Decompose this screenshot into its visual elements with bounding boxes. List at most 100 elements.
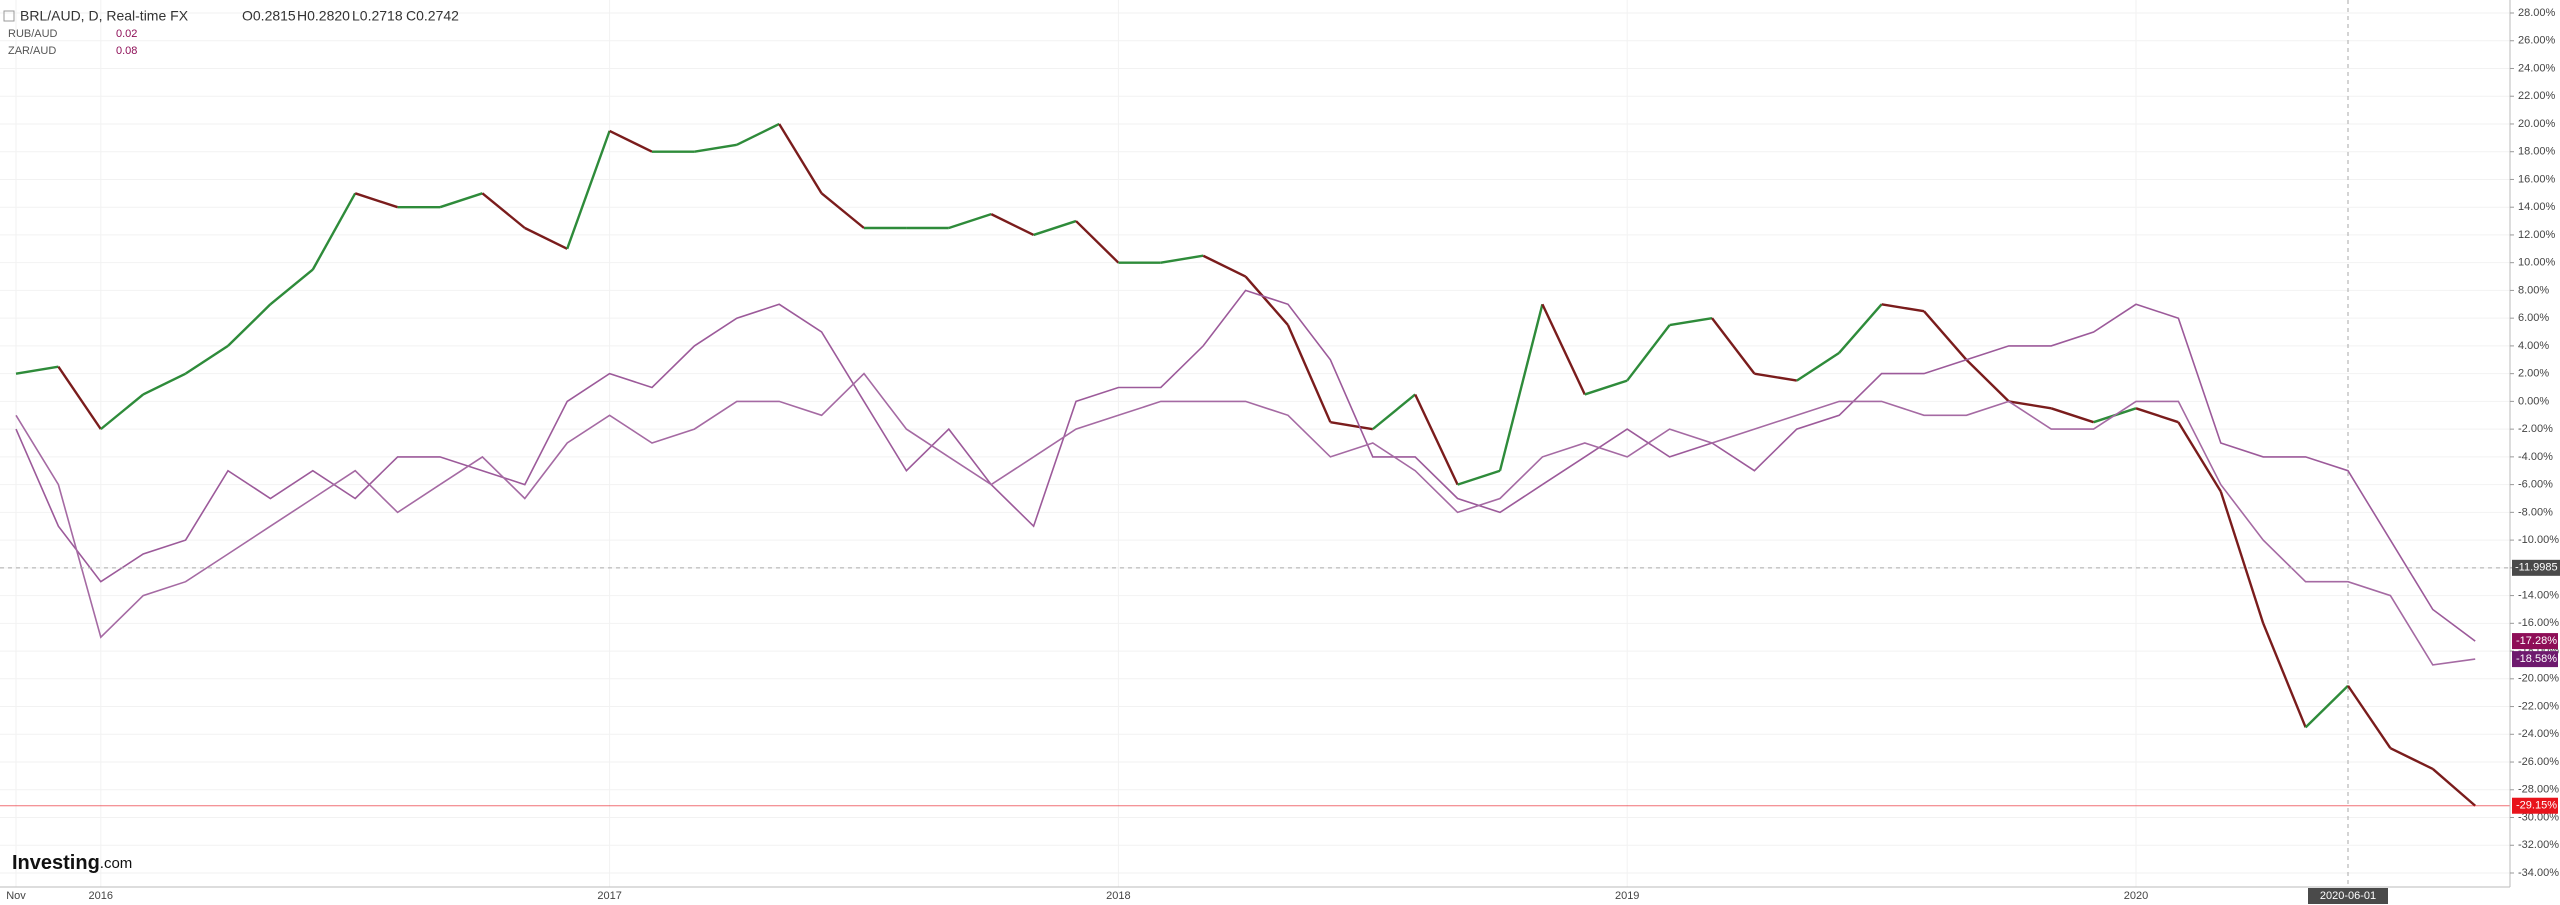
y-tick-label: -26.00%: [2518, 756, 2559, 768]
last-value-box: [2512, 633, 2558, 650]
ohlc-close: C0.2742: [406, 8, 459, 24]
y-tick-label: -28.00%: [2518, 784, 2559, 796]
price-segment: [1330, 421, 1373, 431]
price-segment: [439, 192, 483, 209]
price-segment: [1457, 469, 1501, 486]
crosshair-y-label: -11.9985: [2515, 562, 2558, 574]
y-tick-label: 6.00%: [2518, 312, 2549, 324]
axes: 28.00% 26.00% 24.00% 22.00% 20.00% 18.00% 16.0…: [6, 7, 2560, 904]
legend-value: 0.08: [116, 45, 137, 57]
legend-symbol[interactable]: RUB/AUD: [8, 28, 58, 40]
y-tick-label: -8.00%: [2518, 506, 2553, 518]
x-tick-label: 2019: [1615, 890, 1639, 902]
price-segment: [481, 192, 526, 229]
x-tick-label: 2016: [89, 890, 113, 902]
main-symbol: BRL/AUD, D, Real-time FX: [20, 8, 189, 24]
price-segment: [736, 122, 780, 146]
x-tick-label: 2017: [597, 890, 621, 902]
y-tick-label: -16.00%: [2518, 617, 2559, 629]
price-segment: [2432, 768, 2476, 807]
y-tick-label: 12.00%: [2518, 229, 2556, 241]
last-value-box: [2512, 651, 2558, 668]
price-segment: [227, 303, 272, 347]
last-value-label: -29.15%: [2516, 800, 2557, 812]
y-tick-label: 20.00%: [2518, 118, 2556, 130]
series-line: [15, 289, 2476, 642]
last-value-label: -18.58%: [2516, 653, 2557, 665]
collapse-icon[interactable]: [3, 10, 15, 22]
y-tick-label: -32.00%: [2518, 839, 2559, 851]
logo-main: Investing: [12, 852, 100, 874]
y-tick-label: -4.00%: [2518, 451, 2553, 463]
price-segment: [1498, 303, 1544, 472]
price-segment: [269, 268, 314, 306]
y-tick-label: -10.00%: [2518, 534, 2559, 546]
price-segment: [100, 393, 144, 431]
price-segment: [694, 143, 737, 153]
price-segment: [1965, 358, 2010, 403]
price-segment: [1584, 379, 1628, 396]
legend-symbol[interactable]: ZAR/AUD: [8, 45, 56, 57]
price-segment: [1626, 324, 1671, 382]
price-segment: [1244, 275, 1289, 326]
y-tick-label: 26.00%: [2518, 35, 2556, 47]
x-tick-label: 2018: [1106, 890, 1130, 902]
price-segment: [1838, 303, 1883, 354]
price-segment: [1372, 393, 1416, 431]
y-tick-label: 0.00%: [2518, 395, 2549, 407]
x-tick-label: 2020: [2124, 890, 2148, 902]
price-segment: [184, 344, 229, 375]
y-tick-label: -2.00%: [2518, 423, 2553, 435]
y-tick-label: 4.00%: [2518, 340, 2549, 352]
price-segment: [1923, 310, 1968, 361]
price-segment: [1414, 393, 1459, 486]
price-segment: [820, 192, 865, 229]
ohlc-low: L0.2718: [352, 8, 403, 24]
price-segment: [1669, 316, 1713, 327]
price-segment: [2219, 491, 2265, 624]
y-tick-label: -22.00%: [2518, 700, 2559, 712]
price-segment: [1286, 324, 1332, 423]
x-tick-label: Nov: [6, 890, 26, 902]
price-segment: [1754, 372, 1797, 382]
y-tick-label: 18.00%: [2518, 146, 2556, 158]
grid: [0, 0, 2510, 887]
price-segment: [2135, 407, 2179, 424]
y-tick-label: -14.00%: [2518, 589, 2559, 601]
logo[interactable]: Investing.com: [12, 852, 132, 874]
price-segment: [311, 192, 357, 271]
price-segment: [778, 123, 823, 194]
price-segment: [2177, 421, 2222, 493]
price-segment: [1075, 220, 1120, 264]
y-tick-label: 24.00%: [2518, 62, 2556, 74]
price-segment: [15, 365, 59, 375]
last-value-label: -17.28%: [2516, 635, 2557, 647]
price-segment: [354, 192, 398, 209]
y-tick-label: 22.00%: [2518, 90, 2556, 102]
legend-value: 0.02: [116, 28, 137, 40]
price-segment: [1796, 351, 1840, 382]
price-segment: [2347, 685, 2392, 749]
price-segment: [566, 130, 611, 250]
price-segment: [2262, 622, 2307, 728]
price-segment: [1202, 254, 1247, 278]
y-tick-label: -30.00%: [2518, 811, 2559, 823]
price-segment: [2304, 684, 2349, 729]
price-segment: [2389, 747, 2434, 771]
price-segment: [2008, 400, 2052, 410]
y-tick-label: 2.00%: [2518, 368, 2549, 380]
price-segment: [1711, 317, 1756, 375]
y-tick-label: -34.00%: [2518, 867, 2559, 879]
ohlc-open: O0.2815: [242, 8, 296, 24]
y-tick-label: -6.00%: [2518, 479, 2553, 491]
y-tick-label: 28.00%: [2518, 7, 2556, 19]
series-line: [15, 372, 2476, 666]
y-tick-label: 10.00%: [2518, 257, 2556, 269]
plot: [0, 0, 2510, 887]
price-segment: [142, 372, 187, 396]
price-segment: [2050, 407, 2094, 424]
logo-suffix: .com: [100, 855, 133, 872]
price-segment: [1881, 303, 1925, 313]
